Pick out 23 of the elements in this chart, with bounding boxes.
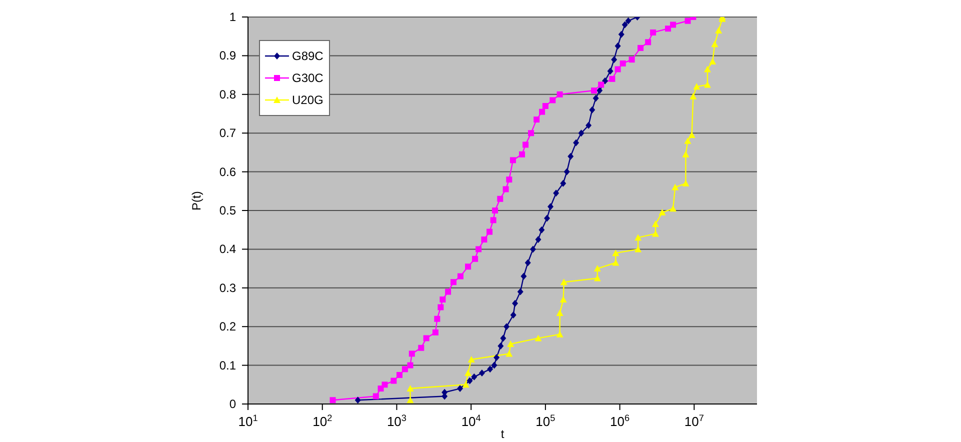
y-tick-label: 1	[229, 10, 236, 24]
y-tick-label: 0.1	[219, 358, 236, 372]
legend-label: U20G	[292, 92, 324, 109]
y-tick-label: 0.2	[219, 320, 236, 334]
y-tick-label: 0.6	[219, 164, 236, 179]
y-tick-label: 0.4	[219, 242, 236, 256]
x-tick-label: 10$^{2}$	[312, 413, 332, 429]
x-tick-label: 10$^{7}$	[684, 413, 704, 429]
y-tick-label: 0.8	[219, 87, 236, 102]
x-tick-label: 10$^{5}$	[536, 413, 556, 429]
x-tick-label: 10$^{4}$	[461, 413, 481, 429]
y-tick-label: 0	[229, 397, 236, 411]
y-tick-label: 0.5	[219, 204, 236, 218]
x-tick-label: 10$^{6}$	[610, 413, 630, 429]
legend-label: G30C	[292, 70, 324, 87]
y-tick-label: 0.7	[219, 126, 236, 140]
y-tick-label: 0.9	[219, 48, 236, 63]
x-tick-label: 10$^{1}$	[238, 413, 258, 429]
y-axis-title: P(t)	[189, 191, 204, 210]
legend-label: G89C	[292, 48, 324, 65]
x-axis-title: t	[500, 427, 505, 441]
y-tick-label: 0.3	[219, 280, 236, 295]
x-tick-label: 10$^{3}$	[386, 413, 406, 429]
